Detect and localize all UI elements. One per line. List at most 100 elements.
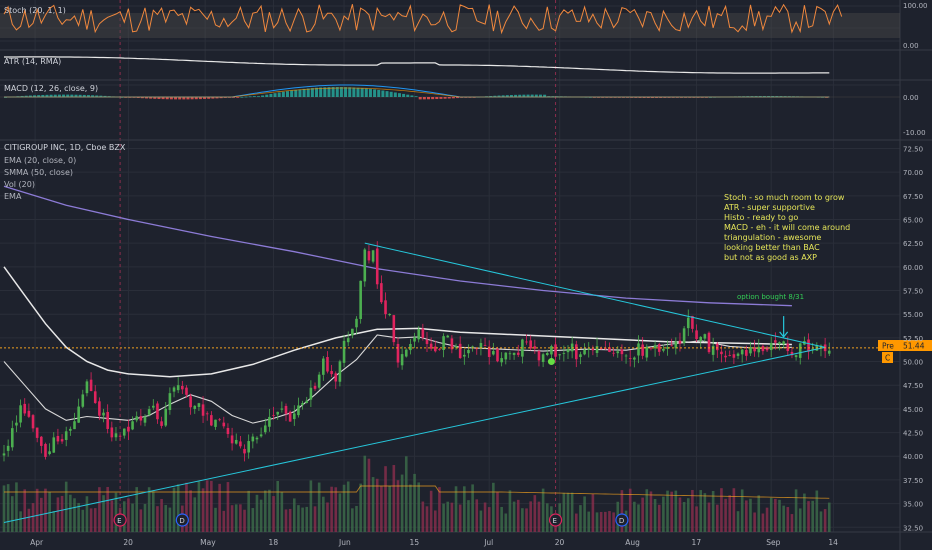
volume-bar [724,498,727,532]
candle-body [533,346,537,349]
candle-body [151,405,155,408]
macd-histogram-bar [381,90,385,97]
macd-tick-minus10: -10.00 [903,129,926,137]
event-marker-circle[interactable] [175,513,189,527]
candle-body [740,349,744,355]
volume-bar [77,502,80,532]
volume-bar [475,499,479,532]
candle-body [438,349,441,351]
candle-body [56,435,60,442]
candle-body [753,348,756,352]
time-tick-label: Jul [483,538,493,547]
volume-bar [388,485,391,532]
event-marker-circle[interactable] [113,513,127,527]
price-badge[interactable]: Pre 51.44 C [878,340,932,363]
volume-bar [234,504,238,532]
macd-histogram-bar [161,97,165,100]
symbol-title[interactable]: CITIGROUP INC, 1D, Cboe BZX [4,143,126,152]
macd-histogram-bar [339,87,343,97]
candle-body [715,343,719,351]
volume-bar [301,507,304,532]
candle-body [761,346,765,352]
candle-body [193,405,197,409]
volume-bar [463,486,466,532]
candle-body [375,248,379,285]
macd-histogram-bar [310,88,314,97]
annotation-line: MACD - eh - it will come around [724,223,850,232]
stoch-tick-0: 0.00 [903,42,919,50]
volume-bar [587,511,591,532]
macd-histogram-bar [153,97,157,99]
price-tick-label: 72.50 [903,145,923,153]
annotation-line: Stoch - so much room to grow [724,193,845,202]
candle-body [2,453,6,456]
indicator-legend-ema20[interactable]: EMA (20, close, 0) [4,156,76,165]
volume-bar [380,486,383,532]
candle-body [504,352,508,360]
candle-body [396,343,400,363]
candle-body [114,433,118,438]
volume-bar [367,458,371,532]
macd-histogram-bar [178,97,182,100]
volume-bar [176,484,180,532]
candle-body [421,328,425,338]
candle-body [765,348,769,351]
volume-bar [545,503,549,532]
volume-bars [2,455,831,532]
volume-bar [413,473,416,532]
event-marker-circle[interactable] [548,513,563,527]
price-badge-extra: C [885,354,890,363]
volume-bar [579,505,582,532]
volume-bar [454,486,458,532]
option-arrow-head [779,331,789,338]
price-badge-value: 51.44 [903,342,925,351]
candle-body [297,405,300,416]
annotation-line: triangulation - awesome [724,233,821,242]
volume-bar [384,466,387,532]
volume-bar [674,490,678,532]
candle-body [201,404,205,416]
candle-body [135,416,139,421]
time-axis: Apr 20 May 18 Jun 15 Jul 20 Aug 17 Sep 14 [30,538,838,547]
indicator-legend-vol[interactable]: Vol (20) [4,180,35,189]
volume-bar [93,508,97,532]
macd-histogram-bar [331,87,335,97]
macd-histogram-bar [149,97,153,99]
volume-bar [326,502,329,532]
candle-body [255,437,259,440]
trendline-support[interactable] [3,346,826,524]
stoch-line [3,3,843,35]
volume-bar [541,488,545,532]
volume-bar [64,481,68,532]
macd-histogram-bar [352,87,356,97]
volume-bar [778,499,781,532]
event-marker-label: E [117,517,121,525]
volume-bar [268,489,271,532]
macd-histogram-bar [198,97,202,100]
indicator-legend-ema[interactable]: EMA [4,192,22,201]
indicator-legend-smma50[interactable]: SMMA (50, close) [4,168,73,177]
macd-histogram-bar [174,97,178,100]
price-tick-label: 45.00 [903,406,923,414]
volume-bar [496,492,499,532]
candle-body [367,251,371,261]
candle-body [322,358,325,375]
candle-body [259,434,263,437]
trendline-resistance[interactable] [364,242,826,348]
volume-bar [670,491,673,532]
volume-bar [782,505,785,532]
candle-body [243,448,246,454]
candle-body [98,401,101,416]
price-tick-label: 47.50 [903,382,923,390]
macd-histogram-bar [95,95,99,97]
candle-body [330,371,333,375]
volume-bar [798,508,802,532]
event-marker-circle[interactable] [615,513,629,527]
macd-histogram-bar [45,94,49,97]
candle-body [272,415,275,416]
volume-bar [189,490,192,532]
volume-bar [500,506,503,532]
volume-bar [147,487,151,532]
event-marker-label: E [553,517,557,525]
candle-body [19,405,22,423]
